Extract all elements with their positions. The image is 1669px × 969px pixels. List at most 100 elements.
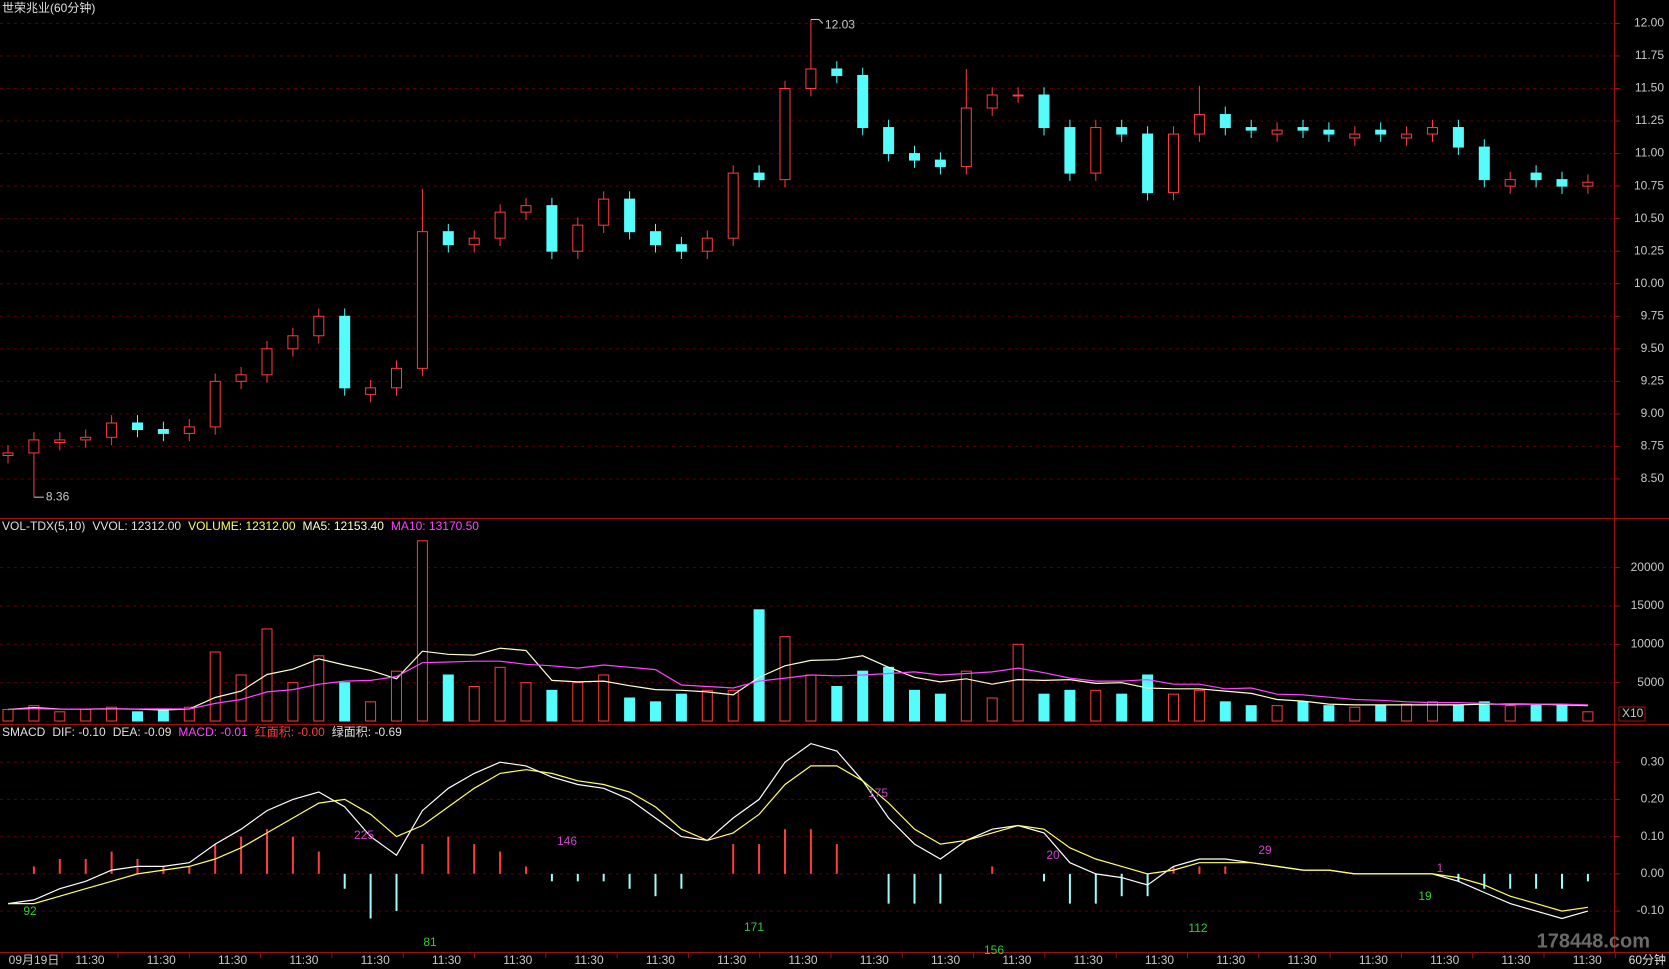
candle-body — [287, 335, 299, 350]
x-tick-label: 11:30 — [432, 953, 461, 967]
ma-line — [7, 647, 1588, 711]
volume-bar — [80, 709, 92, 722]
x-tick-label: 11:30 — [1430, 953, 1459, 967]
volume-bar — [1219, 701, 1231, 722]
candle-body — [132, 422, 143, 430]
max-label: 12.03 — [825, 18, 855, 32]
candle-body — [1349, 133, 1361, 139]
candle-body — [753, 172, 765, 181]
volume-bar — [831, 685, 843, 722]
legend-entry: DEA: -0.09 — [113, 725, 172, 739]
candle-body — [1245, 127, 1257, 131]
volume-bar — [157, 709, 169, 722]
volume-bar — [1478, 701, 1490, 722]
candle-body — [805, 68, 817, 90]
y-tick-label: 0.30 — [1641, 754, 1665, 768]
area-label: 92 — [23, 904, 37, 918]
candle-body — [1556, 179, 1568, 187]
candle-body — [727, 172, 739, 239]
volume-bar — [520, 682, 532, 722]
volume-bar — [1064, 689, 1076, 722]
candle-body — [1168, 133, 1179, 194]
candle-body — [831, 68, 843, 76]
x-tick-label: 11:30 — [1074, 953, 1103, 967]
candle-body — [986, 94, 998, 109]
candle-body — [1193, 114, 1205, 135]
volume-bar — [883, 666, 895, 722]
volume-bar — [2, 709, 14, 722]
y-tick-label: 9.50 — [1641, 341, 1665, 355]
dea-line — [8, 765, 1588, 912]
y-tick-label: 11.25 — [1635, 113, 1664, 127]
volume-bar — [416, 540, 428, 722]
candle-body — [1323, 129, 1335, 135]
volume-bar — [54, 711, 66, 722]
marker — [810, 19, 824, 24]
candle-body — [779, 88, 791, 181]
legend-entry: MA10: 13170.50 — [391, 519, 479, 533]
candle-body — [1271, 129, 1283, 135]
axis-unit: X10 — [1622, 706, 1644, 720]
x-tick-label: 11:30 — [646, 953, 675, 967]
x-tick-label: 11:30 — [931, 953, 960, 967]
volume-bar — [1556, 705, 1568, 722]
volume-bar — [986, 697, 998, 722]
area-label: 175 — [868, 786, 888, 800]
y-tick-label: 0.00 — [1641, 866, 1665, 880]
volume-bar — [468, 685, 480, 722]
candle-body — [416, 231, 428, 369]
x-tick-label: 11:30 — [1145, 953, 1174, 967]
candle-body — [1427, 127, 1438, 135]
y-tick-label: 9.75 — [1641, 308, 1665, 322]
x-tick-label: 11:30 — [361, 953, 390, 967]
volume-bar — [132, 711, 143, 722]
x-tick-label: 11:30 — [147, 953, 176, 967]
x-tick-label: 11:30 — [1501, 953, 1530, 967]
volume-bar — [1504, 705, 1516, 722]
candle-body — [960, 107, 972, 168]
volume-bar — [1452, 705, 1464, 722]
volume-bar — [805, 674, 817, 722]
volume-bar — [1401, 703, 1413, 722]
area-label: 29 — [1258, 843, 1272, 857]
candle-body — [598, 198, 610, 226]
candle-body — [235, 374, 247, 382]
volume-bar — [28, 705, 40, 722]
candle-body — [675, 244, 687, 252]
volume-bar — [727, 689, 739, 722]
x-tick-label: 11:30 — [1002, 953, 1031, 967]
area-label: 20 — [1046, 848, 1060, 862]
y-tick-label: 10.00 — [1634, 276, 1664, 290]
volume-bar — [494, 666, 506, 722]
volume-bar — [701, 689, 713, 722]
area-label: 156 — [984, 943, 1004, 957]
x-tick-label: 11:30 — [75, 953, 104, 967]
volume-bar — [442, 674, 454, 722]
volume-bar — [1012, 643, 1024, 722]
x-tick-label: 11:30 — [289, 953, 318, 967]
chart-title: 世荣兆业(60分钟) — [2, 0, 95, 15]
volume-bar — [1582, 711, 1594, 722]
legend-entry: MACD: -0.01 — [178, 725, 248, 739]
candle-body — [2, 452, 14, 457]
legend-entry: VOL-TDX(5,10) — [2, 519, 85, 533]
candle-body — [1116, 127, 1128, 135]
candle-body — [1530, 172, 1542, 181]
legend: VOL-TDX(5,10) VVOL: 12312.00 VOLUME: 12312… — [2, 519, 479, 533]
candle-body — [1142, 133, 1154, 194]
candle-body — [1012, 94, 1024, 97]
x-tick-label: 11:30 — [218, 953, 247, 967]
candle-body — [339, 315, 351, 389]
x-tick-label: 11:30 — [1288, 953, 1317, 967]
candle-body — [857, 74, 869, 129]
x-tick-label: 11:30 — [575, 953, 604, 967]
candle-body — [883, 127, 895, 155]
candle-body — [54, 439, 66, 444]
x-tick-label: 11:30 — [1359, 953, 1388, 967]
volume-bar — [1193, 689, 1205, 722]
volume-bar — [339, 682, 351, 722]
candle-body — [1038, 94, 1050, 129]
candle-body — [1582, 181, 1594, 187]
volume-bar — [1271, 705, 1283, 722]
